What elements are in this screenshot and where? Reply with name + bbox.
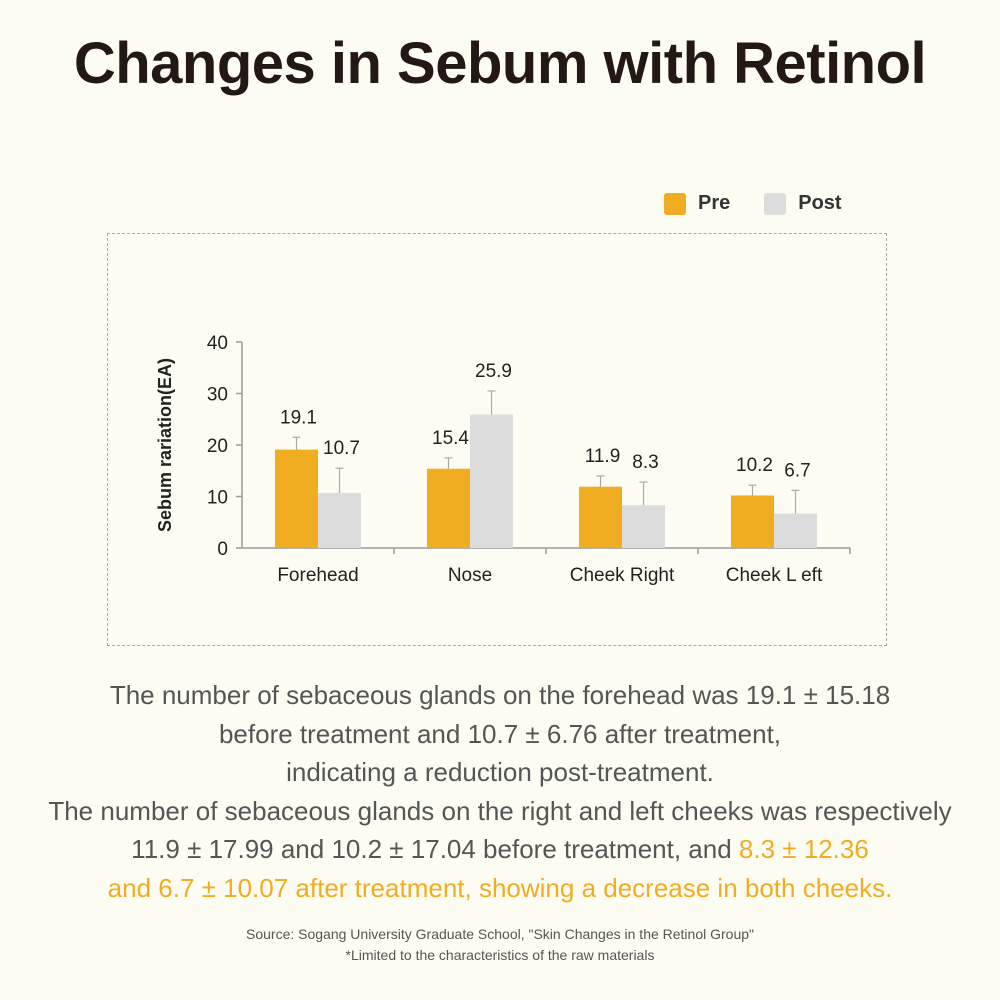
- data-label: 25.9: [475, 361, 512, 382]
- bar-pre: [579, 486, 622, 548]
- description-line-4: The number of sebaceous glands on the ri…: [48, 795, 952, 826]
- x-tick-label: Cheek Right: [570, 565, 675, 586]
- bar-pre: [731, 495, 774, 548]
- chart-frame: 0 10 20 30 40 Sebum rariation(EA) Forehead 19.1…: [107, 233, 887, 646]
- y-tick-label: 20: [207, 436, 228, 457]
- data-label: 10.2: [736, 455, 773, 476]
- disclaimer-line: *Limited to the characteristics of the r…: [345, 947, 655, 963]
- bar-post: [774, 513, 817, 548]
- legend-label-pre: Pre: [698, 192, 731, 214]
- description-line-1: The number of sebaceous glands on the fo…: [109, 680, 891, 710]
- source-note: Source: Sogang University Graduate Schoo…: [0, 924, 1000, 966]
- description-line-5-highlight: 8.3 ± 12.36: [738, 834, 869, 864]
- source-line: Source: Sogang University Graduate Schoo…: [246, 926, 754, 942]
- y-axis-title: Sebum rariation(EA): [155, 358, 175, 532]
- data-label: 11.9: [585, 446, 621, 467]
- legend-item-post: Post: [764, 192, 842, 215]
- y-tick-label: 0: [217, 539, 228, 560]
- description-line-6: and 6.7 ± 10.07 after treatment, showing…: [107, 872, 893, 903]
- description-line-2: before treatment and 10.7 ± 6.76 after t…: [218, 718, 782, 749]
- legend-label-post: Post: [798, 192, 842, 214]
- bar-pre: [427, 468, 470, 548]
- bar-post: [622, 505, 665, 548]
- data-label: 15.4: [432, 428, 469, 449]
- description-line-5-plain: 11.9 ± 17.99 and 10.2 ± 17.04 before tre…: [131, 834, 739, 864]
- data-label: 6.7: [784, 460, 810, 481]
- data-label: 8.3: [632, 452, 658, 473]
- data-label: 19.1: [280, 407, 317, 428]
- chart-legend: Pre Post: [664, 192, 864, 215]
- x-tick-label: Nose: [448, 565, 492, 586]
- y-tick-label: 30: [207, 385, 228, 406]
- bar-post: [318, 492, 361, 548]
- description-line-5: 11.9 ± 17.99 and 10.2 ± 17.04 before tre…: [0, 830, 1000, 869]
- x-tick-label: Forehead: [277, 565, 358, 586]
- legend-item-pre: Pre: [664, 192, 730, 215]
- bar-post: [470, 414, 513, 548]
- bar-pre: [275, 449, 318, 548]
- data-label: 10.7: [323, 438, 360, 459]
- y-tick-label: 10: [207, 488, 228, 509]
- legend-swatch-post: [764, 192, 787, 215]
- y-tick-label: 40: [207, 333, 228, 354]
- legend-swatch-pre: [664, 192, 686, 215]
- description-line-3: indicating a reduction post-treatment.: [286, 757, 714, 787]
- bar-chart: 0 10 20 30 40 Sebum rariation(EA) Forehead 19.1…: [155, 333, 851, 586]
- description: The number of sebaceous glands on the fo…: [0, 676, 1000, 907]
- x-tick-label: Cheek L eft: [726, 565, 823, 586]
- page-title: Changes in Sebum with Retinol: [73, 31, 927, 96]
